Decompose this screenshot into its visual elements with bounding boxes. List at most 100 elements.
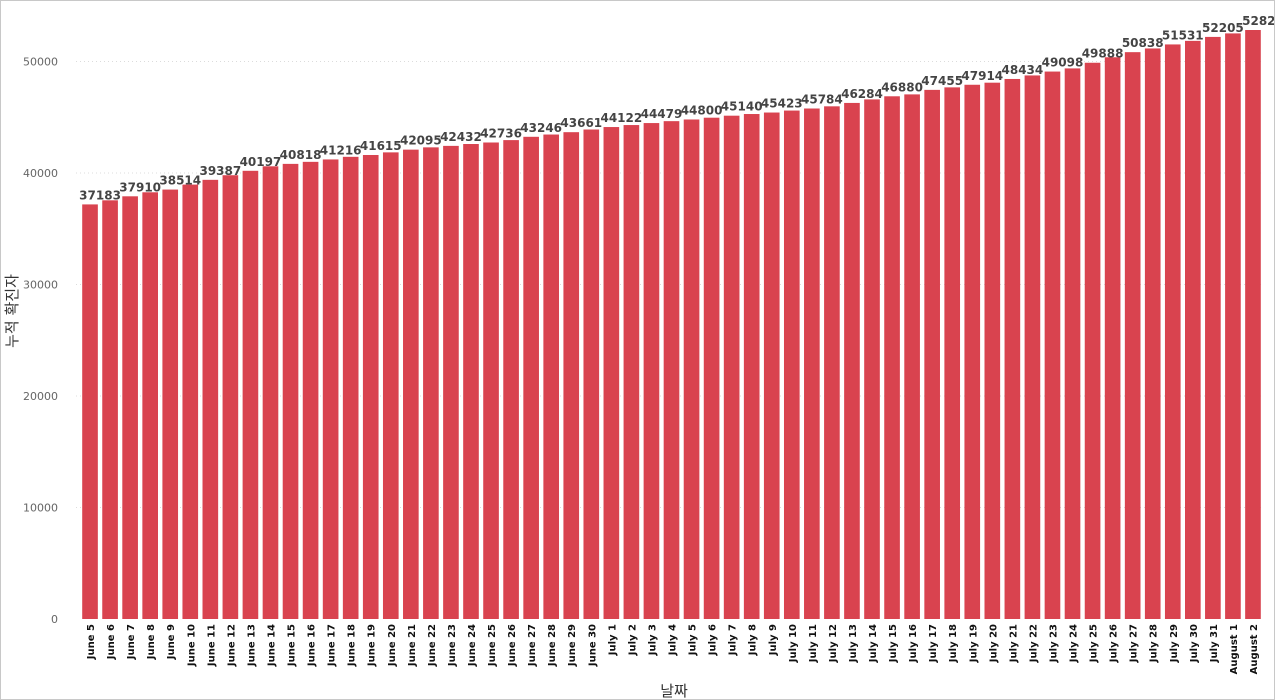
bars [82,30,1261,620]
bar[interactable] [824,106,840,619]
x-tick-label: July 19 [968,624,979,663]
x-tick-label: June 24 [467,624,478,667]
x-tick-label: July 2 [627,624,638,656]
bar[interactable] [663,121,680,619]
data-label: 47455 [921,74,963,88]
bar[interactable] [1044,71,1061,619]
bar[interactable] [242,170,259,619]
data-label: 46284 [841,87,883,101]
bar[interactable] [1104,57,1121,619]
bar[interactable] [142,192,158,620]
x-tick-label: July 26 [1109,624,1120,663]
x-tick-label: July 3 [647,624,658,656]
bar[interactable] [82,204,98,619]
data-label: 38514 [159,174,201,188]
x-tick-label: June 17 [327,624,338,667]
x-tick-label: July 31 [1209,624,1220,663]
x-tick-label: June 5 [86,624,97,660]
bar[interactable] [623,125,640,620]
bar[interactable] [703,117,720,620]
bar[interactable] [423,147,439,620]
y-axis-ticks: 0 10000 20000 30000 40000 50000 [23,56,58,627]
bar[interactable] [723,115,740,620]
bar[interactable] [282,163,299,619]
bar[interactable] [322,159,339,620]
bar[interactable] [804,108,820,620]
bar[interactable] [1024,75,1041,619]
bar[interactable] [1185,40,1201,620]
bar[interactable] [563,132,580,619]
bar[interactable] [523,136,539,619]
y-tick-label: 20000 [23,390,58,403]
bar[interactable] [443,145,459,620]
bar[interactable] [643,123,660,620]
data-label: 37183 [79,188,121,202]
data-label: 45140 [721,100,763,114]
x-tick-label: June 20 [387,624,398,667]
bar[interactable] [262,166,279,619]
bar[interactable] [964,84,981,619]
bar[interactable] [483,142,499,620]
bar[interactable] [884,96,900,619]
bar[interactable] [864,99,880,619]
x-tick-label: July 13 [848,624,859,663]
x-tick-label: August 1 [1229,624,1240,674]
bar[interactable] [302,161,319,619]
data-label: 44122 [600,111,642,125]
bar[interactable] [543,134,560,619]
bar[interactable] [202,179,219,619]
bar[interactable] [1205,36,1221,620]
bar[interactable] [984,82,1001,619]
data-label: 41216 [320,143,362,157]
data-label: 46880 [881,80,923,94]
x-tick-label: June 15 [287,624,298,667]
bar[interactable] [362,154,379,620]
data-label: 40197 [240,155,282,169]
bar[interactable] [844,102,860,619]
data-label: 40818 [280,148,322,162]
bar[interactable] [944,87,961,620]
bar[interactable] [1144,48,1161,620]
bar[interactable] [1064,68,1081,619]
bar[interactable] [342,156,359,619]
bar[interactable] [683,119,700,619]
bar[interactable] [1225,33,1241,620]
x-tick-label: June 21 [407,624,418,667]
x-tick-label: July 28 [1149,624,1160,663]
bar[interactable] [463,144,479,619]
bar[interactable] [743,114,760,619]
bar[interactable] [122,196,138,619]
bar[interactable] [763,112,780,620]
x-tick-label: July 16 [908,624,919,663]
bar[interactable] [222,175,239,620]
bar[interactable] [904,94,920,619]
data-label: 43661 [560,116,602,130]
bar[interactable] [382,152,399,619]
data-label: 41615 [360,139,402,153]
bar[interactable] [583,129,600,619]
bar[interactable] [1004,78,1021,620]
bar[interactable] [182,184,199,619]
x-tick-label: June 26 [507,624,518,667]
x-tick-label: August 2 [1249,624,1260,674]
bar[interactable] [102,200,118,619]
bar[interactable] [1124,52,1141,619]
data-label: 42736 [480,126,522,140]
bar[interactable] [1084,62,1101,620]
x-tick-label: June 22 [427,624,438,667]
bar[interactable] [924,89,940,619]
x-tick-label: July 10 [788,624,799,663]
bar[interactable] [503,140,519,620]
x-tick-label: July 27 [1129,624,1140,663]
bar[interactable] [1245,30,1261,620]
bar[interactable] [162,189,179,619]
bar[interactable] [403,149,419,619]
data-label: 47914 [961,69,1003,83]
x-tick-label: July 20 [988,624,999,663]
bar[interactable] [603,127,620,619]
x-tick-label: July 1 [607,624,618,656]
bar[interactable] [783,110,800,619]
bar[interactable] [1164,44,1181,620]
x-tick-label: June 29 [567,624,578,667]
y-tick-label: 10000 [23,502,58,515]
